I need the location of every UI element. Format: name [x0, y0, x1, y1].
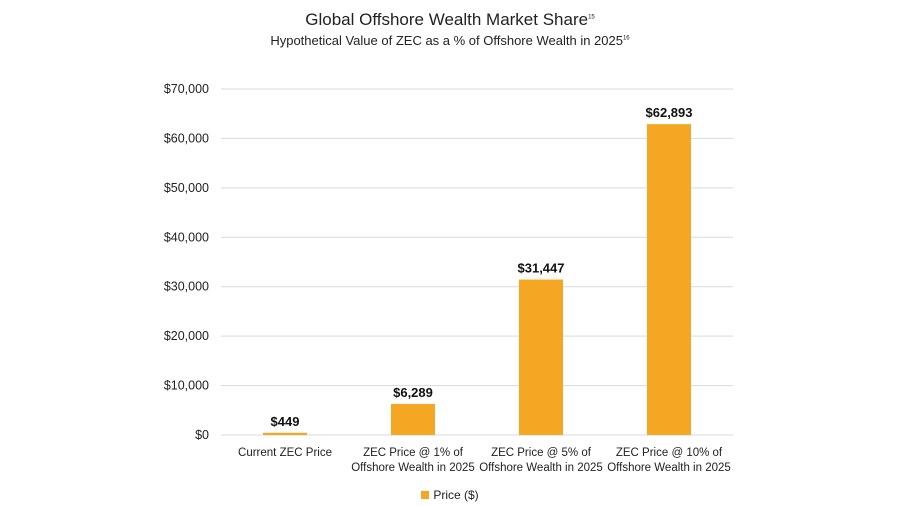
x-tick-label-line: ZEC Price @ 5% of — [491, 447, 592, 459]
legend: Price ($) — [0, 488, 900, 502]
data-label: $62,893 — [646, 105, 693, 120]
x-tick-label-line: Offshore Wealth in 2025 — [607, 462, 731, 474]
chart-title-footnote: 15 — [588, 14, 595, 21]
bar — [519, 279, 563, 435]
y-tick-label: $30,000 — [164, 280, 209, 294]
data-label: $449 — [271, 414, 300, 429]
x-tick-label: Current ZEC Price — [238, 447, 332, 459]
data-label: $6,289 — [393, 385, 433, 400]
y-tick-label: $50,000 — [164, 181, 209, 195]
x-tick-label-line: ZEC Price @ 1% of — [363, 447, 464, 459]
x-tick-label: ZEC Price @ 5% of Offshore Wealth in 2025 — [479, 447, 603, 474]
y-tick-label: $70,000 — [164, 82, 209, 96]
bar — [647, 124, 691, 436]
chart-subtitle-footnote: 16 — [622, 35, 630, 42]
y-tick-label: $40,000 — [164, 230, 209, 244]
chart-subtitle: Hypothetical Value of ZEC as a % of Offs… — [0, 33, 900, 48]
y-tick-label: $20,000 — [164, 329, 209, 343]
bar — [263, 432, 307, 435]
x-tick-label-line: Offshore Wealth in 2025 — [351, 462, 475, 474]
chart-title: Global Offshore Wealth Market Share15 — [0, 10, 900, 30]
chart-title-text: Global Offshore Wealth Market Share — [305, 10, 589, 29]
x-tick-label: ZEC Price @ 1% of Offshore Wealth in 2025 — [351, 447, 475, 474]
chart-subtitle-text: Hypothetical Value of ZEC as a % of Offs… — [270, 33, 623, 48]
x-tick-label-line: Current ZEC Price — [238, 447, 332, 459]
y-tick-label: $60,000 — [164, 131, 209, 145]
x-tick-label-line: ZEC Price @ 10% of — [616, 447, 723, 459]
y-tick-label: $0 — [195, 428, 209, 442]
y-tick-label: $10,000 — [164, 379, 209, 393]
legend-swatch — [421, 491, 430, 499]
x-tick-label: ZEC Price @ 10% of Offshore Wealth in 202… — [607, 447, 731, 474]
bar — [391, 403, 435, 435]
x-tick-label-line: Offshore Wealth in 2025 — [479, 462, 603, 474]
data-label: $31,447 — [518, 261, 565, 276]
legend-label: Price ($) — [433, 488, 479, 502]
